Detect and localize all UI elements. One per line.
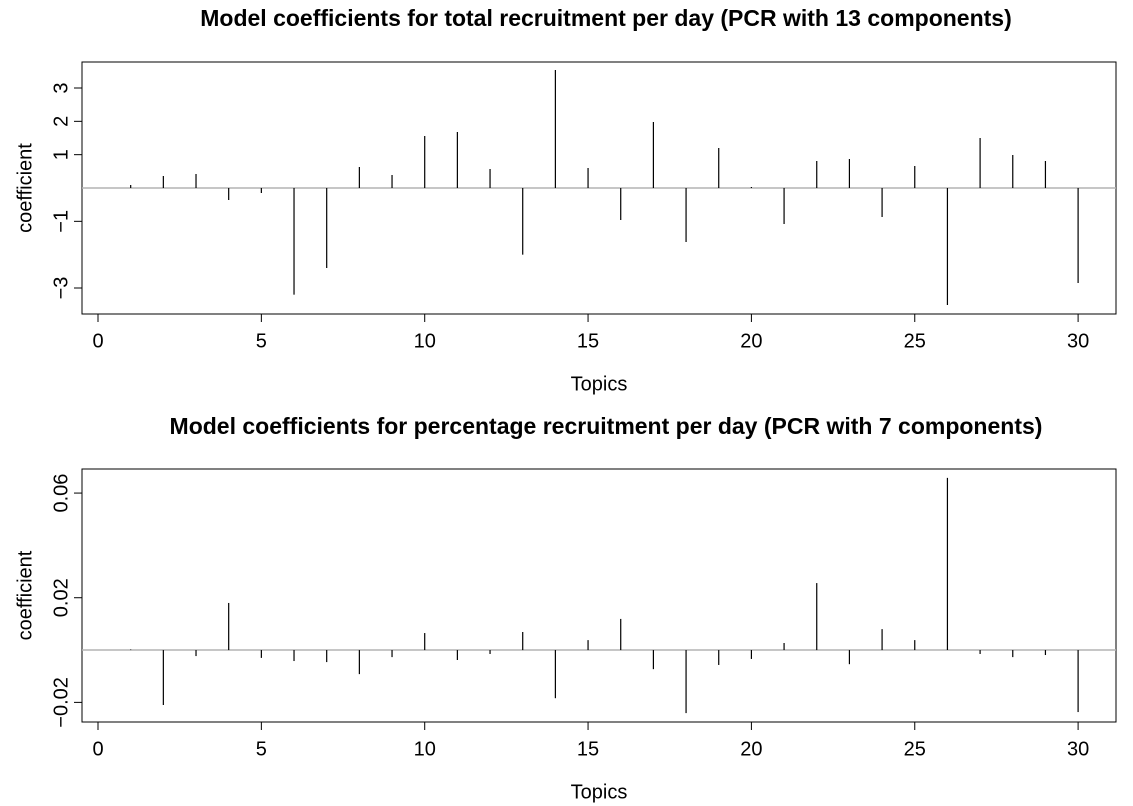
x-tick-label: 25 — [904, 330, 926, 352]
x-tick-label: 10 — [414, 738, 436, 760]
x-tick-label: 10 — [414, 330, 436, 352]
chart-title: Model coefficients for percentage recrui… — [170, 413, 1043, 439]
y-axis-label: coefficient — [14, 550, 36, 640]
x-axis-label: Topics — [571, 781, 628, 803]
x-tick-label: 30 — [1067, 330, 1089, 352]
x-tick-label: 15 — [577, 330, 599, 352]
y-axis-label: coefficient — [14, 143, 36, 233]
x-axis-label: Topics — [571, 373, 628, 395]
x-tick-label: 5 — [256, 330, 267, 352]
x-tick-label: 25 — [904, 738, 926, 760]
y-tick-label: 0.06 — [50, 474, 72, 513]
x-tick-label: 20 — [740, 738, 762, 760]
y-tick-label: −3 — [50, 277, 72, 300]
y-tick-label: −1 — [50, 210, 72, 233]
plot-frame — [81, 468, 1117, 723]
y-tick-label: 1 — [50, 149, 72, 160]
x-tick-label: 5 — [256, 738, 267, 760]
x-tick-label: 0 — [92, 330, 103, 352]
x-tick-label: 20 — [740, 330, 762, 352]
y-tick-label: −0.02 — [50, 677, 72, 728]
y-tick-label: 3 — [50, 82, 72, 93]
chart-title: Model coefficients for total recruitment… — [200, 5, 1012, 31]
y-tick-label: 2 — [50, 116, 72, 127]
x-tick-label: 30 — [1067, 738, 1089, 760]
x-tick-label: 0 — [92, 738, 103, 760]
x-tick-label: 15 — [577, 738, 599, 760]
y-tick-label: 0.02 — [50, 578, 72, 617]
